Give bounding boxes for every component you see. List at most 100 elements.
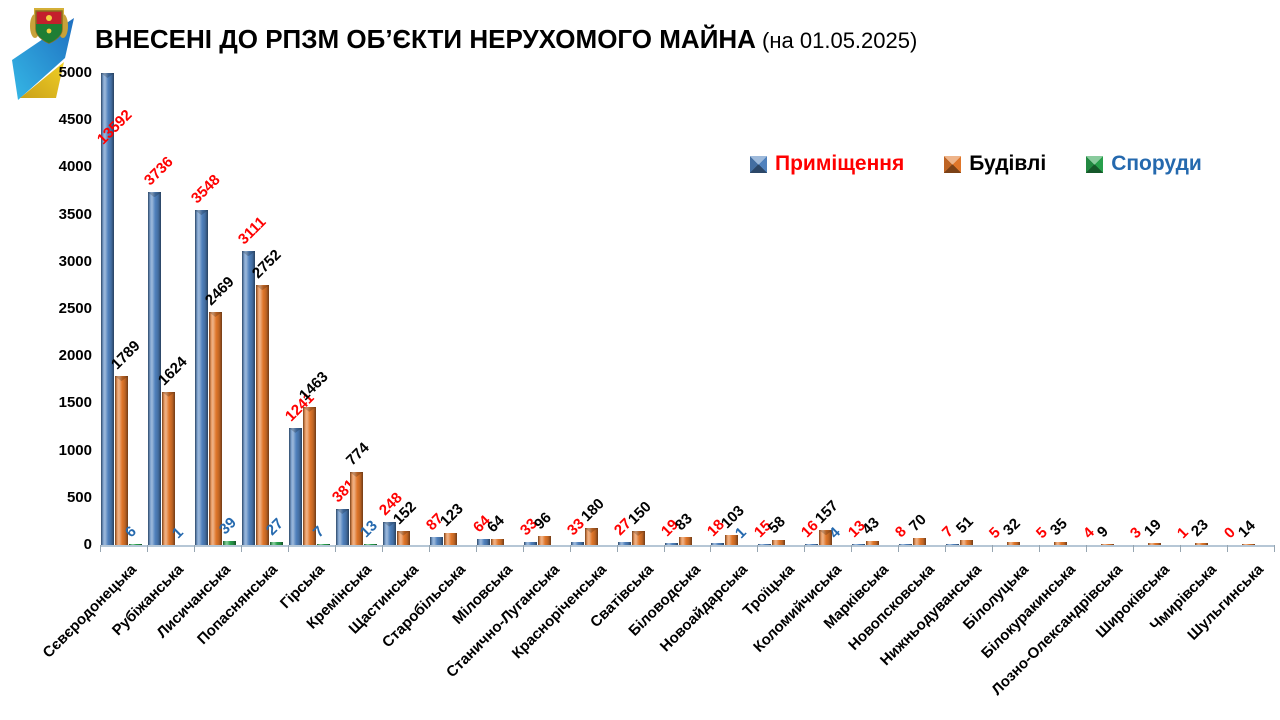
x-axis-labels: Сєвєродонецька Рубіжанська Лисичанська Попа… [40, 545, 1274, 720]
bar-value-label: 64 [483, 512, 508, 536]
x-tick-mark [569, 545, 571, 552]
bar-Будівлі [1195, 542, 1209, 545]
bar-Приміщення [711, 543, 725, 545]
bar-value-label: 51 [953, 513, 978, 538]
bar-Приміщення [476, 538, 490, 545]
legend-marker-icon [1086, 155, 1104, 173]
bar-Будівлі [208, 311, 222, 545]
x-tick-mark [804, 545, 806, 552]
x-tick-mark [381, 545, 383, 552]
luhansk-oblast-logo [12, 8, 74, 100]
x-tick-mark [287, 545, 289, 552]
x-tick-mark [1086, 545, 1088, 552]
x-category-label: Коломийчиська [749, 561, 845, 656]
bar-Будівлі [960, 540, 974, 545]
bar-Будівлі [819, 530, 833, 545]
bar-value-label: 3111 [234, 213, 270, 249]
bar-Будівлі [1054, 541, 1068, 545]
bar-Приміщення [805, 543, 819, 545]
bar-Приміщення [288, 427, 302, 545]
bar-value-label: 23 [1188, 516, 1212, 540]
x-axis-line [100, 545, 1274, 547]
x-tick-mark [945, 545, 947, 552]
x-category-label: Старобільська [378, 561, 469, 652]
legend-marker-icon [750, 155, 767, 173]
bar-Будівлі [490, 538, 504, 545]
bar-value-label: 9 [1094, 523, 1113, 542]
bar-Приміщення [241, 251, 255, 545]
y-tick-label: 2000 [58, 347, 92, 365]
legend-item-Будівлі: Будівлі [944, 152, 1046, 176]
bar-Будівлі [255, 285, 269, 545]
plot-area: 13592 3736 3548 3111 1241 381 248 87 64 33 33 27 19 1… [94, 73, 1274, 545]
bar-Приміщення [147, 192, 161, 545]
x-tick-mark [1227, 545, 1229, 552]
bar-value-label: 3736 [140, 153, 177, 190]
y-tick-label: 2500 [58, 300, 92, 317]
bar-Приміщення [382, 521, 396, 545]
bar-Приміщення [852, 543, 866, 545]
bar-Будівлі [913, 538, 927, 545]
x-category-label: Новопсковська [845, 561, 939, 654]
x-tick-mark [1039, 545, 1041, 552]
x-tick-mark [1133, 545, 1135, 552]
x-tick-mark [428, 545, 430, 552]
bar-Приміщення [617, 542, 631, 545]
bar-Приміщення [570, 541, 584, 545]
legend-item-Приміщення: Приміщення [750, 152, 904, 176]
bar-Будівлі [396, 530, 410, 545]
x-tick-mark [1274, 545, 1275, 552]
x-tick-mark [193, 545, 195, 552]
legend-item-Споруди: Споруди [1086, 152, 1202, 176]
bar-Приміщення [194, 210, 208, 545]
x-tick-mark [522, 545, 524, 552]
bar-Будівлі [772, 539, 786, 545]
bar-value-label: 14 [1235, 516, 1259, 541]
x-tick-mark [146, 545, 148, 552]
bar-Будівлі [1007, 541, 1021, 545]
bar-Будівлі [443, 533, 457, 545]
bar-Приміщення [429, 536, 443, 545]
x-tick-mark [1180, 545, 1182, 552]
y-tick-label: 5000 [58, 64, 92, 81]
bar-Споруди [316, 544, 330, 545]
y-tick-label: 1000 [58, 441, 92, 459]
bar-value-label: 19 [1141, 516, 1165, 541]
legend-label: Приміщення [775, 152, 905, 175]
bar-value-label: 35 [1047, 514, 1071, 539]
x-tick-mark [616, 545, 618, 552]
coat-of-arms-icon [30, 8, 68, 44]
bar-Будівлі [678, 537, 692, 545]
x-tick-mark [757, 545, 759, 552]
bar-Приміщення [664, 543, 678, 545]
bar-value-label: 157 [812, 497, 843, 528]
legend-marker-icon [944, 155, 962, 173]
y-tick-label: 4500 [58, 111, 92, 129]
bar-Приміщення [899, 544, 913, 545]
bar-Споруди [363, 543, 377, 545]
y-tick-label: 3500 [58, 205, 92, 223]
x-tick-mark [992, 545, 994, 552]
bar-value-label: 70 [906, 511, 931, 536]
bar-Приміщення [758, 543, 772, 545]
x-category-label: Новоайдарська [656, 561, 751, 656]
x-tick-mark [475, 545, 477, 552]
bar-Споруди [222, 541, 236, 545]
x-tick-mark [334, 545, 336, 552]
x-tick-mark [100, 545, 101, 552]
legend: Приміщення Будівлі Споруди [750, 152, 1202, 176]
x-tick-mark [898, 545, 900, 552]
bar-Будівлі [537, 535, 551, 545]
bar-Будівлі [161, 391, 175, 545]
bar-value-label: 8 [892, 523, 911, 542]
x-tick-mark [710, 545, 712, 552]
chart-subtitle: (на 01.05.2025) [755, 28, 918, 53]
ribbon-icon [12, 18, 74, 100]
bar-value-label: 180 [577, 495, 608, 526]
y-tick-label: 4000 [58, 158, 92, 176]
y-tick-label: 3000 [58, 252, 92, 270]
y-tick-label: 0 [83, 536, 92, 553]
y-tick-label: 1500 [58, 394, 92, 412]
legend-label: Будівлі [969, 152, 1047, 175]
bar-Споруди [129, 544, 142, 545]
